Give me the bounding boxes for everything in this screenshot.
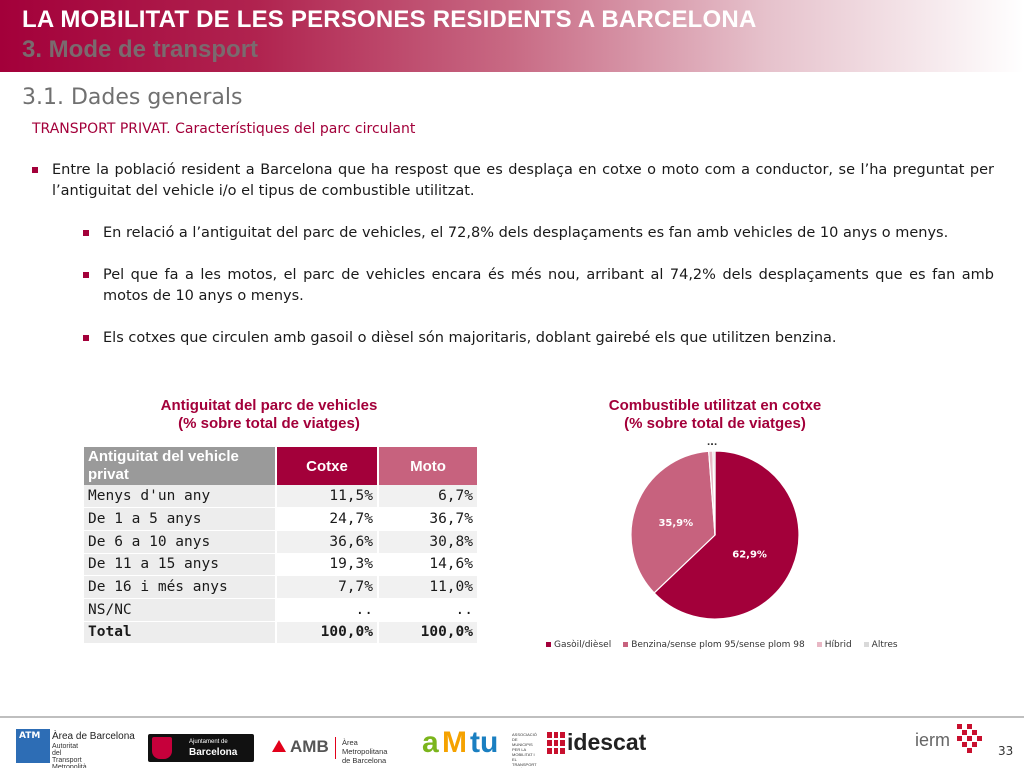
legend-swatch-icon bbox=[863, 642, 869, 647]
bullet-sub: En relació a l’antiguitat del parc de ve… bbox=[80, 223, 994, 244]
amb-name: AMB bbox=[290, 737, 329, 756]
pie-slice-2 bbox=[630, 450, 716, 594]
table-row: De 16 i més anys 7,7% 11,0% bbox=[84, 575, 479, 599]
amtu-letter-m: M bbox=[442, 726, 467, 759]
bullet-sub-text: Pel que fa a les motos, el parc de vehic… bbox=[103, 267, 994, 304]
table-header-row: Antiguitat del vehicle privat Cotxe Moto bbox=[84, 447, 479, 485]
ierm-name: ierm bbox=[915, 730, 950, 750]
total-cotxe: 100,0% bbox=[276, 621, 379, 645]
chart-title: Combustible utilitzat en cotxe (% sobre … bbox=[608, 397, 822, 432]
table-row: De 1 a 5 anys 24,7% 36,7% bbox=[84, 507, 479, 531]
ierm-mark-icon bbox=[957, 724, 982, 753]
bullet-sub-text: Els cotxes que circulen amb gasoil o diè… bbox=[103, 330, 837, 346]
legend-item: Benzina/sense plom 95/sense plom 98 bbox=[623, 640, 805, 650]
footer-divider bbox=[0, 716, 1024, 718]
legend-swatch-icon bbox=[816, 642, 822, 647]
cell-moto: 11,0% bbox=[378, 575, 479, 599]
triangle-icon bbox=[272, 740, 286, 752]
amtu-letters-tu: tu bbox=[470, 726, 499, 759]
row-label: De 1 a 5 anys bbox=[84, 507, 277, 531]
legend-item: Híbrid bbox=[816, 640, 852, 650]
cell-cotxe: 36,6% bbox=[276, 530, 379, 554]
grid-icon bbox=[547, 732, 565, 754]
amb-desc: Àrea Metropolitana de Barcelona bbox=[342, 738, 388, 765]
bullet-square-icon bbox=[83, 272, 89, 278]
section-heading: 3.1. Dades generals bbox=[22, 85, 243, 110]
ajuntament-name: Barcelona bbox=[189, 747, 238, 758]
table-title: Antiguitat del parc de vehicles (% sobre… bbox=[160, 397, 378, 432]
total-moto: 100,0% bbox=[378, 621, 479, 645]
bullet-sub: Els cotxes que circulen amb gasoil o diè… bbox=[80, 328, 994, 349]
atm-logo-name: Àrea de Barcelona bbox=[52, 731, 135, 742]
column-header: Antiguitat del vehicle privat bbox=[84, 447, 277, 485]
subsection-heading: TRANSPORT PRIVAT. Característiques del p… bbox=[32, 121, 416, 137]
cell-cotxe: 19,3% bbox=[276, 553, 379, 577]
pie-label-1: 62,9% bbox=[732, 550, 767, 561]
pie-label-2: 35,9% bbox=[658, 518, 693, 529]
cell-moto: 36,7% bbox=[378, 507, 479, 531]
table-total-row: Total 100,0% 100,0% bbox=[84, 621, 479, 645]
page-number: 33 bbox=[998, 744, 1014, 758]
cell-moto: 30,8% bbox=[378, 530, 479, 554]
legend-item: Gasòil/dièsel bbox=[546, 640, 611, 650]
legend-label: Gasòil/dièsel bbox=[554, 640, 612, 650]
total-label: Total bbox=[84, 621, 277, 645]
amb-separator bbox=[335, 737, 336, 759]
bullet-list: Entre la població resident a Barcelona q… bbox=[30, 160, 994, 349]
atm-logo-box: ATM bbox=[16, 729, 50, 763]
pie-label-3: .. bbox=[707, 438, 714, 448]
row-label: De 16 i més anys bbox=[84, 575, 277, 599]
column-header: Cotxe bbox=[276, 447, 379, 485]
table-row: De 6 a 10 anys 36,6% 30,8% bbox=[84, 530, 479, 554]
bullet-square-icon bbox=[83, 230, 89, 236]
cell-cotxe: 7,7% bbox=[276, 575, 379, 599]
ajuntament-small-text: Ajuntament de bbox=[189, 739, 228, 745]
table-row: NS/NC .. .. bbox=[84, 598, 479, 622]
legend-label: Benzina/sense plom 95/sense plom 98 bbox=[631, 640, 805, 650]
shield-icon bbox=[152, 737, 172, 759]
cell-cotxe: 24,7% bbox=[276, 507, 379, 531]
idescat-name: idescat bbox=[567, 729, 647, 755]
header-band bbox=[0, 0, 1024, 72]
atm-logo-desc: Autoritat del Transport Metropolità bbox=[52, 743, 87, 768]
cell-cotxe: .. bbox=[276, 598, 379, 622]
column-header: Moto bbox=[378, 447, 479, 485]
legend-swatch-icon bbox=[546, 642, 551, 647]
row-label: De 11 a 15 anys bbox=[84, 553, 277, 577]
amtu-letter-a: a bbox=[422, 726, 439, 759]
slide-title: LA MOBILITAT DE LES PERSONES RESIDENTS A… bbox=[22, 6, 757, 33]
fuel-pie-chart: 62,9%35,9%.... bbox=[630, 438, 800, 620]
cell-cotxe: 11,5% bbox=[276, 485, 379, 509]
slide-subtitle: 3. Mode de transport bbox=[22, 36, 259, 63]
cell-moto: 14,6% bbox=[378, 553, 479, 577]
cell-moto: 6,7% bbox=[378, 485, 479, 509]
pie-label-4: .. bbox=[710, 438, 717, 448]
cell-moto: .. bbox=[378, 598, 479, 622]
ajuntament-barcelona-logo: Ajuntament de Barcelona bbox=[148, 734, 254, 762]
bullet-square-icon bbox=[83, 335, 89, 341]
legend-label: Altres bbox=[871, 640, 898, 650]
age-table: Antiguitat del vehicle privat Cotxe Moto… bbox=[84, 447, 479, 645]
bullet-sub: Pel que fa a les motos, el parc de vehic… bbox=[80, 265, 994, 307]
pie-slice-4 bbox=[712, 450, 716, 536]
amtu-desc: ASSOCIACIÓ DE MUNICIPIS PER LA MOBILITAT… bbox=[512, 732, 537, 768]
legend-item: Altres bbox=[863, 640, 898, 650]
chart-legend: Gasòil/dièsel Benzina/sense plom 95/sense… bbox=[546, 640, 910, 650]
row-label: De 6 a 10 anys bbox=[84, 530, 277, 554]
row-label: NS/NC bbox=[84, 598, 277, 622]
row-label: Menys d'un any bbox=[84, 485, 277, 509]
table-row: Menys d'un any 11,5% 6,7% bbox=[84, 485, 479, 509]
bullet-main: Entre la població resident a Barcelona q… bbox=[30, 160, 994, 202]
bullet-square-icon bbox=[32, 167, 38, 173]
legend-label: Híbrid bbox=[824, 640, 852, 650]
table-row: De 11 a 15 anys 19,3% 14,6% bbox=[84, 553, 479, 577]
legend-swatch-icon bbox=[623, 642, 629, 647]
pie-slice-1 bbox=[653, 450, 800, 620]
bullet-sub-text: En relació a l’antiguitat del parc de ve… bbox=[103, 225, 949, 241]
bullet-main-text: Entre la població resident a Barcelona q… bbox=[52, 162, 994, 199]
